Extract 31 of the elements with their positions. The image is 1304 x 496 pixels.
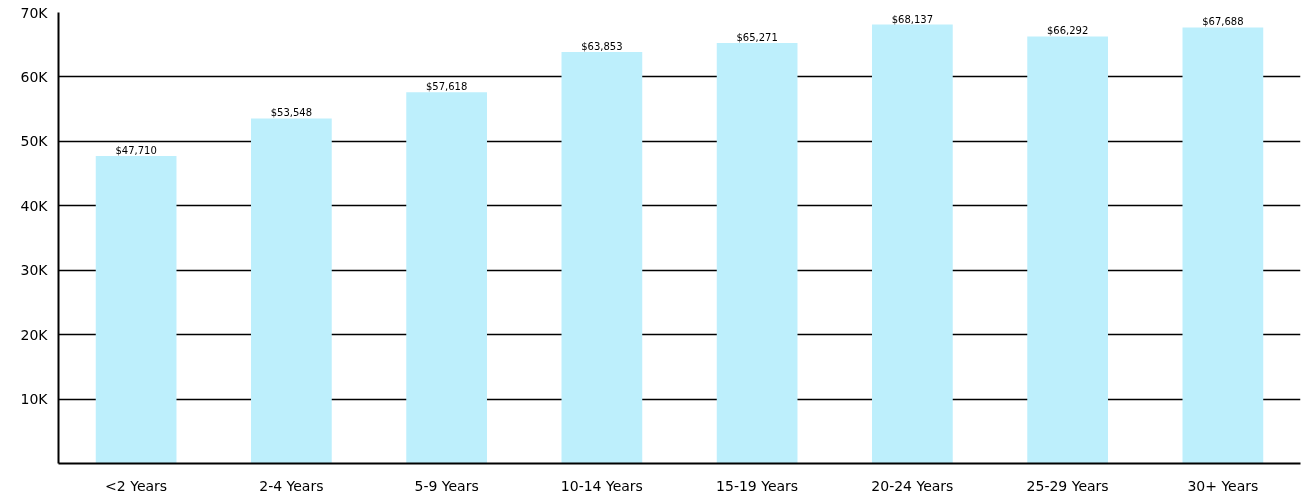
y-tick-label: 20K xyxy=(20,326,49,343)
bar xyxy=(561,52,643,464)
data-label: $47,710 xyxy=(115,145,157,157)
y-tick-label: 30K xyxy=(20,262,49,279)
y-tick-label: 70K xyxy=(20,4,49,21)
data-label: $65,271 xyxy=(736,31,778,43)
bar xyxy=(95,156,177,464)
bar xyxy=(716,42,798,464)
bar xyxy=(1182,27,1264,464)
x-tick-label: 20-24 Years xyxy=(871,477,954,494)
y-tick-label: 40K xyxy=(20,197,49,214)
bar xyxy=(1027,36,1108,464)
data-label: $68,137 xyxy=(891,13,934,25)
x-tick-label: <2 Years xyxy=(105,477,168,494)
y-tick-label: 60K xyxy=(20,68,49,85)
data-label: $53,548 xyxy=(270,107,313,119)
y-tick-label: 10K xyxy=(20,391,49,408)
x-tick-label: 2-4 Years xyxy=(259,477,324,494)
x-tick-label: 15-19 Years xyxy=(716,477,799,494)
x-tick-label: 5-9 Years xyxy=(414,477,479,494)
bar xyxy=(251,118,332,464)
data-label: $66,292 xyxy=(1046,25,1089,37)
y-tick-label: 50K xyxy=(20,133,49,150)
bar xyxy=(406,92,487,464)
data-label: $57,618 xyxy=(425,81,468,93)
x-tick-label: 30+ Years xyxy=(1187,477,1259,494)
data-label: $67,688 xyxy=(1202,16,1244,28)
x-tick-label: 25-29 Years xyxy=(1026,477,1109,494)
data-label: $63,853 xyxy=(581,41,623,53)
x-tick-label: 10-14 Years xyxy=(560,477,643,494)
bar xyxy=(872,24,953,464)
